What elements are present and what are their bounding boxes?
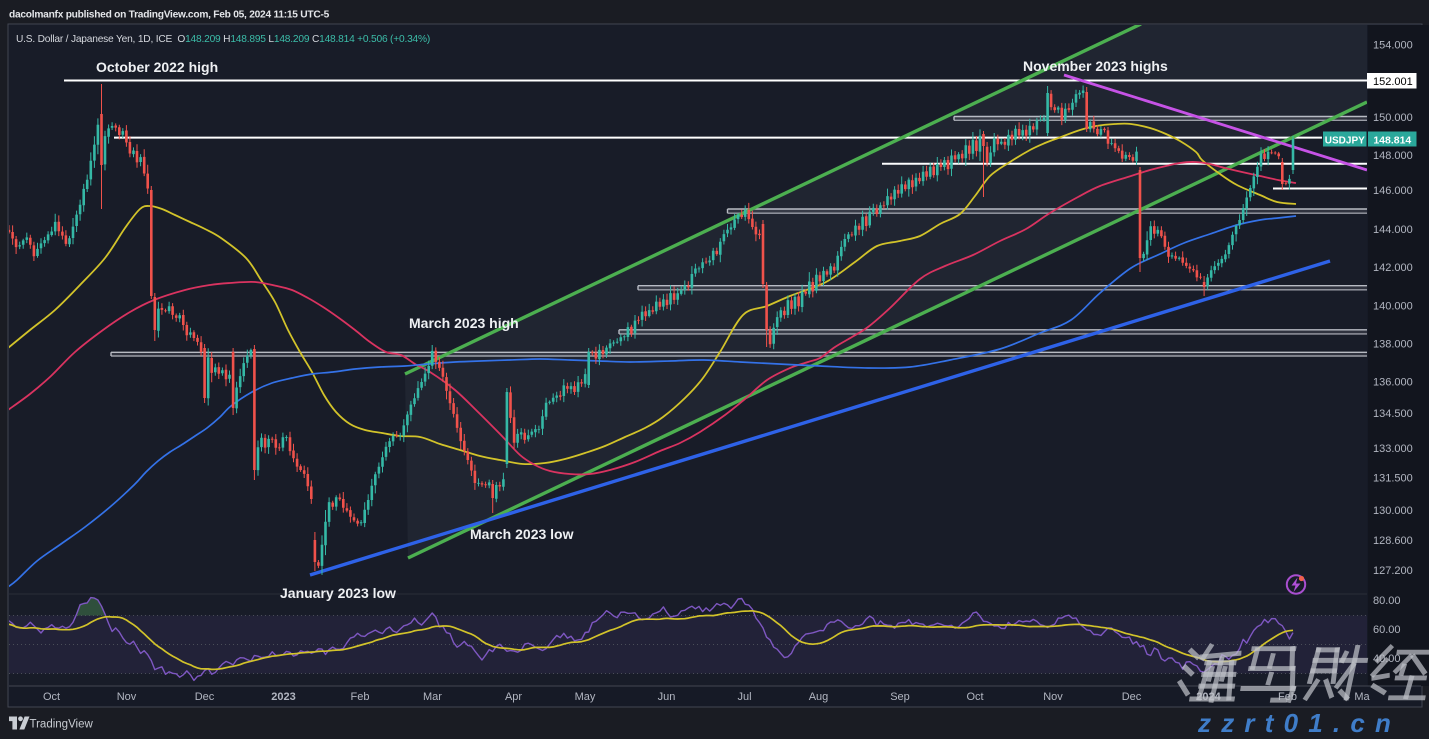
svg-text:2023: 2023 bbox=[271, 691, 295, 703]
svg-text:Aug: Aug bbox=[809, 691, 829, 703]
svg-text:Nov: Nov bbox=[1043, 691, 1063, 703]
svg-text:Dec: Dec bbox=[195, 691, 215, 703]
svg-text:148.000: 148.000 bbox=[1373, 150, 1413, 162]
svg-text:October 2022 high: October 2022 high bbox=[96, 59, 218, 75]
svg-text:128.600: 128.600 bbox=[1373, 535, 1413, 547]
svg-text:142.000: 142.000 bbox=[1373, 262, 1413, 274]
svg-text:Mar: Mar bbox=[423, 691, 442, 703]
svg-text:146.000: 146.000 bbox=[1373, 185, 1413, 197]
svg-text:133.000: 133.000 bbox=[1373, 443, 1413, 455]
svg-text:Apr: Apr bbox=[505, 691, 522, 703]
svg-text:May: May bbox=[575, 691, 596, 703]
svg-text:November 2023 highs: November 2023 highs bbox=[1023, 58, 1168, 74]
svg-text:Oct: Oct bbox=[43, 691, 60, 703]
svg-text:USDJPY: USDJPY bbox=[1325, 135, 1365, 146]
svg-text:zzrt01.cn: zzrt01.cn bbox=[1197, 708, 1401, 738]
svg-text:150.000: 150.000 bbox=[1373, 112, 1413, 124]
svg-text:144.000: 144.000 bbox=[1373, 224, 1413, 236]
svg-text:Sep: Sep bbox=[890, 691, 910, 703]
svg-text:Oct: Oct bbox=[966, 691, 983, 703]
svg-text:Dec: Dec bbox=[1122, 691, 1142, 703]
svg-text:Ma: Ma bbox=[1354, 691, 1370, 703]
svg-text:131.500: 131.500 bbox=[1373, 473, 1413, 485]
svg-text:Nov: Nov bbox=[117, 691, 137, 703]
svg-text:dacolmanfx published on Tradin: dacolmanfx published on TradingView.com,… bbox=[9, 10, 330, 21]
svg-text:134.500: 134.500 bbox=[1373, 408, 1413, 420]
svg-text:140.000: 140.000 bbox=[1373, 301, 1413, 313]
svg-text:138.000: 138.000 bbox=[1373, 339, 1413, 351]
svg-text:January 2023 low: January 2023 low bbox=[280, 585, 396, 601]
svg-text:80.00: 80.00 bbox=[1373, 595, 1401, 607]
svg-text:154.000: 154.000 bbox=[1373, 40, 1413, 52]
svg-text:U.S. Dollar / Japanese Yen, 1D: U.S. Dollar / Japanese Yen, 1D, ICE O148… bbox=[16, 34, 430, 45]
svg-text:March 2023 high: March 2023 high bbox=[409, 315, 519, 331]
svg-text:Feb: Feb bbox=[351, 691, 370, 703]
svg-text:136.000: 136.000 bbox=[1373, 377, 1413, 389]
svg-text:Jun: Jun bbox=[658, 691, 676, 703]
svg-text:127.200: 127.200 bbox=[1373, 565, 1413, 577]
svg-text:60.00: 60.00 bbox=[1373, 624, 1401, 636]
svg-text:148.814: 148.814 bbox=[1373, 135, 1411, 147]
svg-text:TradingView: TradingView bbox=[30, 719, 94, 731]
svg-text:March 2023 low: March 2023 low bbox=[470, 526, 574, 542]
svg-text:Jul: Jul bbox=[737, 691, 751, 703]
svg-text:130.000: 130.000 bbox=[1373, 505, 1413, 517]
svg-text:152.001: 152.001 bbox=[1373, 76, 1413, 88]
